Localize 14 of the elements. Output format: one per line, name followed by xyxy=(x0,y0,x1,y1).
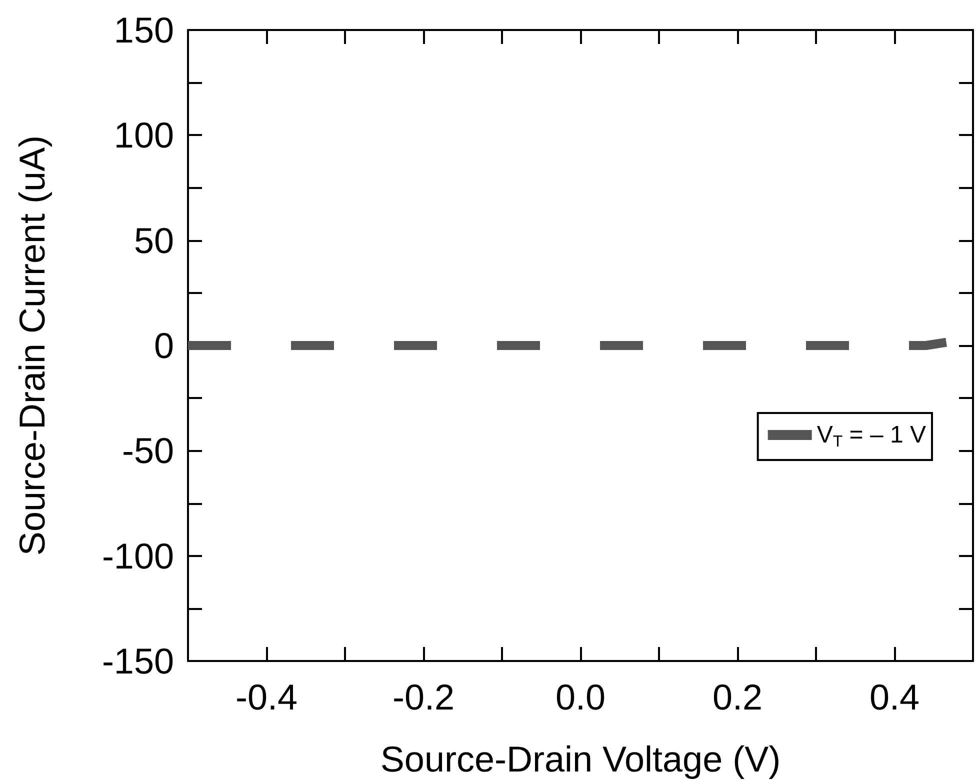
x-axis-title: Source-Drain Voltage (V) xyxy=(380,738,781,780)
x-tick-label: 0.4 xyxy=(869,676,920,718)
y-tick-label: -50 xyxy=(122,430,174,472)
x-tick-label: -0.2 xyxy=(392,676,455,718)
y-tick-label: 0 xyxy=(154,325,174,366)
x-tick-label: 0.0 xyxy=(555,676,606,718)
y-tick-label: -100 xyxy=(102,535,174,576)
y-tick-label: -150 xyxy=(102,640,174,682)
y-axis-title: Source-Drain Current (uA) xyxy=(12,135,52,556)
y-tick-label: 100 xyxy=(114,114,174,156)
x-tick-label: 0.2 xyxy=(712,676,763,718)
y-tick-label: 150 xyxy=(114,10,174,50)
y-tick-label: 50 xyxy=(134,220,174,261)
x-tick-label: -0.4 xyxy=(235,676,298,718)
